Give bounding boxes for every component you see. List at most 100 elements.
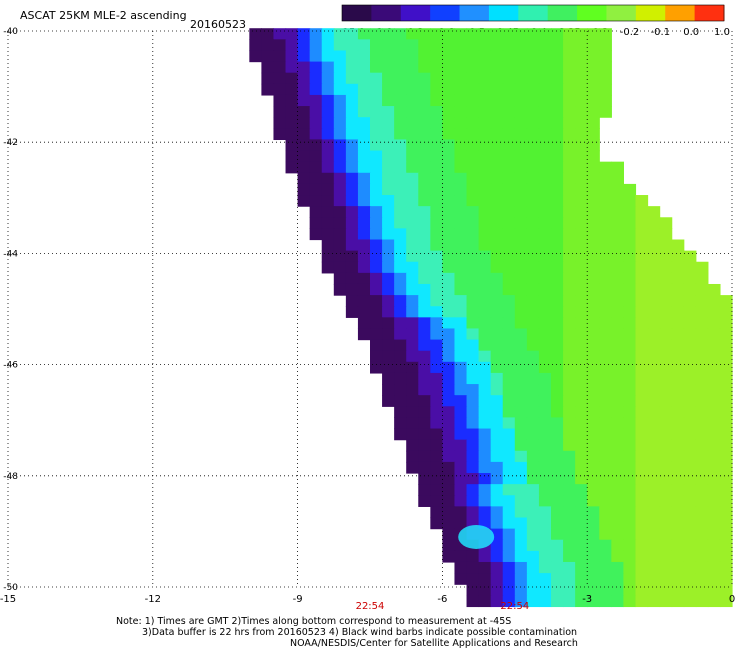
heatmap-cell	[611, 339, 624, 352]
note-line-1: Note: 1) Times are GMT 2)Times along bot…	[116, 616, 512, 627]
heatmap-cell	[647, 428, 661, 441]
heatmap-cell	[478, 261, 492, 274]
heatmap-cell	[671, 328, 685, 341]
heatmap-cell	[406, 39, 419, 52]
heatmap-cell	[551, 484, 564, 496]
heatmap-cell	[442, 72, 456, 85]
heatmap-cell	[526, 384, 540, 396]
heatmap-cell	[333, 239, 347, 252]
heatmap-cell	[514, 161, 528, 174]
heatmap-cell	[502, 328, 516, 341]
heatmap-cell	[647, 439, 661, 452]
heatmap-cell	[611, 561, 624, 574]
heatmap-cell	[683, 539, 697, 552]
heatmap-cell	[490, 283, 504, 296]
heatmap-cell	[647, 361, 661, 374]
heatmap-cell	[478, 306, 492, 318]
heatmap-cell	[406, 106, 419, 118]
heatmap-cell	[587, 406, 600, 419]
heatmap-cell	[454, 195, 468, 207]
heatmap-cell	[575, 584, 588, 596]
x-tick-label: -15	[0, 594, 16, 605]
heatmap-cell	[647, 328, 661, 341]
heatmap-cell	[695, 428, 709, 441]
heatmap-cell	[563, 117, 576, 129]
heatmap-cell	[490, 39, 504, 52]
heatmap-cell	[514, 328, 528, 341]
heatmap-cell	[526, 239, 540, 252]
heatmap-cell	[526, 150, 540, 163]
heatmap-cell	[514, 450, 528, 463]
heatmap-cell	[490, 295, 504, 307]
heatmap-cell	[599, 406, 612, 419]
heatmap-cell	[261, 61, 275, 74]
heatmap-cell	[418, 395, 431, 407]
heatmap-cell	[309, 61, 323, 74]
heatmap-cell	[309, 217, 323, 229]
heatmap-cell	[659, 283, 673, 296]
heatmap-cell	[526, 183, 540, 196]
heatmap-cell	[551, 128, 564, 141]
heatmap-cell	[695, 528, 709, 541]
heatmap-cell	[707, 384, 721, 396]
heatmap-cell	[249, 39, 262, 52]
heatmap-cell	[599, 306, 612, 318]
heatmap-cell	[647, 228, 661, 241]
heatmap-cell	[370, 172, 383, 185]
heatmap-cell	[683, 473, 697, 485]
heatmap-cell	[587, 261, 600, 274]
heatmap-cell	[514, 106, 528, 118]
heatmap-cell	[321, 139, 335, 152]
heatmap-cell	[430, 339, 443, 352]
heatmap-cell	[623, 517, 637, 530]
heatmap-cell	[599, 495, 612, 507]
heatmap-cell	[587, 172, 600, 185]
heatmap-cell	[575, 295, 588, 307]
heatmap-cell	[478, 128, 492, 141]
heatmap-cell	[563, 306, 576, 318]
heatmap-cell	[418, 384, 431, 396]
heatmap-cell	[623, 550, 637, 563]
heatmap-cell	[599, 39, 612, 52]
heatmap-cell	[466, 61, 480, 74]
heatmap-cell	[587, 506, 600, 519]
heatmap-cell	[490, 94, 504, 107]
heatmap-cell	[430, 295, 443, 307]
heatmap-cell	[321, 250, 335, 263]
heatmap-cell	[719, 406, 733, 419]
heatmap-cell	[599, 61, 612, 74]
colorbar-swatch	[665, 5, 696, 21]
heatmap-cell	[575, 128, 588, 141]
heatmap-cell	[551, 550, 564, 563]
heatmap-cell	[321, 150, 335, 163]
heatmap-cell	[466, 172, 480, 185]
heatmap-cell	[587, 517, 600, 530]
heatmap-cell	[623, 183, 637, 196]
heatmap-cell	[707, 506, 721, 519]
heatmap-cell	[526, 506, 540, 519]
heatmap-cell	[611, 195, 624, 207]
heatmap-cell	[502, 272, 516, 285]
heatmap-cell	[538, 372, 552, 385]
heatmap-cell	[671, 573, 685, 585]
heatmap-cell	[442, 272, 456, 285]
heatmap-cell	[551, 428, 564, 441]
heatmap-cell	[430, 306, 443, 318]
heatmap-cell	[683, 361, 697, 374]
heatmap-cell	[563, 150, 576, 163]
heatmap-cell	[478, 228, 492, 241]
heatmap-cell	[333, 50, 347, 63]
heatmap-cell	[418, 295, 431, 307]
heatmap-cell	[659, 250, 673, 263]
heatmap-cell	[442, 339, 456, 352]
heatmap-cell	[719, 317, 733, 330]
heatmap-cell	[551, 28, 564, 40]
heatmap-cell	[683, 495, 697, 507]
heatmap-cell	[357, 306, 371, 318]
heatmap-cell	[575, 461, 588, 474]
heatmap-cell	[671, 584, 685, 596]
heatmap-cell	[611, 406, 624, 419]
heatmap-cell	[599, 473, 612, 485]
heatmap-cell	[659, 350, 673, 363]
heatmap-cell	[345, 150, 359, 163]
